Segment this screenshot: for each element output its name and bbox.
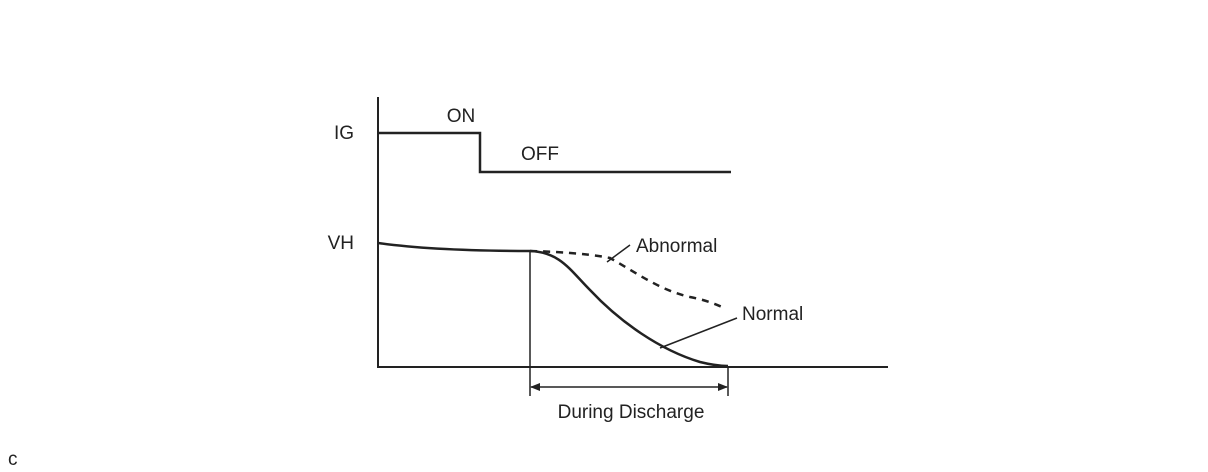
ig-signal [378, 131, 731, 174]
ig-label: IG [334, 123, 354, 144]
ig-on-label: ON [447, 106, 476, 127]
leader-line [606, 244, 631, 263]
vh-abnormal-curve [529, 249, 723, 309]
normal-label: Normal [742, 304, 803, 325]
vh-normal-curve [377, 241, 729, 368]
ig-off-label: OFF [521, 144, 559, 165]
figure-code: c [8, 449, 18, 470]
leader-line [659, 317, 738, 349]
vh-label: VH [328, 233, 354, 254]
abnormal-label: Abnormal [636, 236, 717, 257]
period-label: During Discharge [558, 402, 705, 423]
